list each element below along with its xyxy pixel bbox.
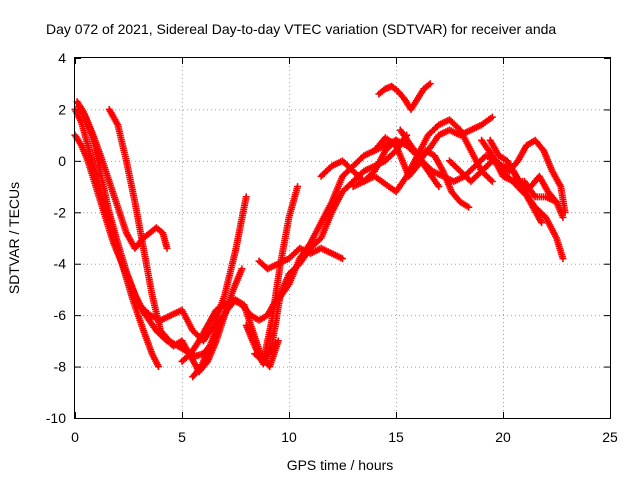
x-tick-label: 5 (178, 429, 186, 445)
x-tick-label: 10 (281, 429, 297, 445)
data-point (488, 113, 496, 121)
data-point (339, 255, 346, 263)
x-axis-ticks: 0 5 10 15 20 25 (71, 58, 618, 445)
data-point (163, 244, 171, 252)
data-point (242, 193, 250, 201)
data-point (465, 203, 473, 211)
data-point (487, 176, 495, 184)
y-tick-label: 4 (58, 50, 66, 66)
plot-frame (74, 57, 611, 419)
series-arc-22 (478, 136, 560, 206)
y-tick-label: -10 (46, 410, 66, 426)
data-point (294, 183, 302, 191)
series-arc-18 (375, 80, 434, 113)
y-tick-label: 2 (58, 101, 66, 117)
series-arc-11 (251, 183, 302, 365)
data-point (538, 219, 546, 227)
chart-title: Day 072 of 2021, Sidereal Day-to-day VTE… (46, 21, 556, 37)
data-point (274, 337, 282, 345)
series-arc-20 (413, 113, 496, 165)
x-axis-title: GPS time / hours (287, 457, 394, 473)
series-arc-24 (505, 136, 569, 216)
x-tick-label: 15 (388, 429, 404, 445)
y-tick-label: -8 (54, 359, 67, 375)
series-arc-12 (255, 244, 346, 273)
y-axis-ticks: -10 -8 -6 -4 -2 0 2 4 (46, 50, 610, 426)
x-tick-label: 20 (495, 429, 511, 445)
y-tick-label: -6 (54, 307, 67, 323)
series-arc-25 (510, 172, 567, 221)
y-tick-label: -2 (54, 204, 67, 220)
y-tick-label: 0 (58, 153, 66, 169)
series-arc-6 (135, 193, 250, 345)
y-axis-title: SDTVAR / TECUs (6, 182, 22, 294)
data-point (559, 213, 567, 221)
data-point (154, 363, 162, 371)
series-arc-14 (285, 131, 411, 278)
data-point (426, 80, 434, 88)
y-tick-label: -4 (54, 256, 67, 272)
data-points (71, 80, 569, 381)
data-point (435, 183, 443, 191)
x-tick-label: 25 (602, 429, 618, 445)
x-tick-label: 0 (71, 429, 79, 445)
data-point (559, 255, 567, 263)
data-point (488, 177, 496, 185)
data-point (238, 265, 246, 273)
